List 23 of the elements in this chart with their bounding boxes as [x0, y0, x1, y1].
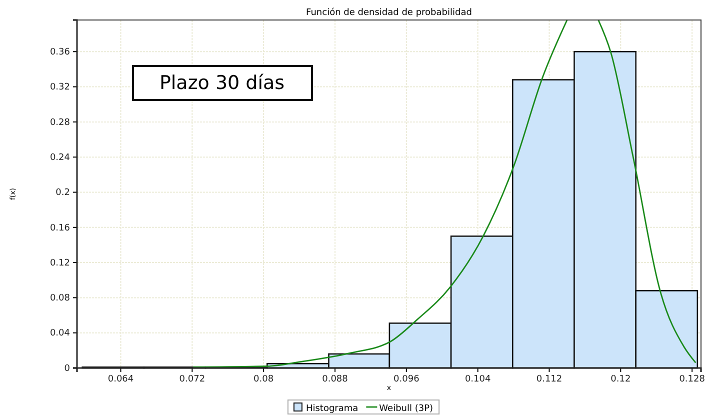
- x-tick-label: 0.12: [610, 374, 631, 384]
- x-tick-label: 0.088: [322, 374, 348, 384]
- x-tick-label: 0.104: [464, 374, 491, 384]
- y-tick-label: 0.16: [50, 223, 70, 234]
- legend-label: Weibull (3P): [379, 404, 434, 414]
- chart-title: Función de densidad de probabilidad: [306, 7, 472, 18]
- y-tick-label: 0.36: [50, 48, 70, 58]
- y-tick-label: 0.12: [50, 258, 70, 268]
- y-tick-label: 0.2: [56, 188, 70, 198]
- annotation: Plazo 30 días: [159, 72, 285, 94]
- y-tick-label: 0.32: [50, 82, 70, 93]
- y-tick-label: 0.08: [50, 294, 70, 304]
- y-tick-label: 0: [64, 364, 70, 374]
- y-tick-label: 0.24: [50, 152, 70, 163]
- x-tick-label: 0.072: [179, 374, 206, 384]
- x-tick-label: 0.08: [254, 374, 274, 384]
- x-tick-label: 0.112: [536, 374, 562, 384]
- y-tick-label: 0.04: [50, 328, 70, 339]
- legend-label: Histograma: [306, 404, 358, 414]
- y-tick-label: 0.28: [50, 118, 70, 128]
- x-tick-label: 0.096: [394, 374, 420, 384]
- x-tick-label: 0.064: [108, 374, 134, 384]
- x-tick-label: 0.128: [679, 374, 706, 384]
